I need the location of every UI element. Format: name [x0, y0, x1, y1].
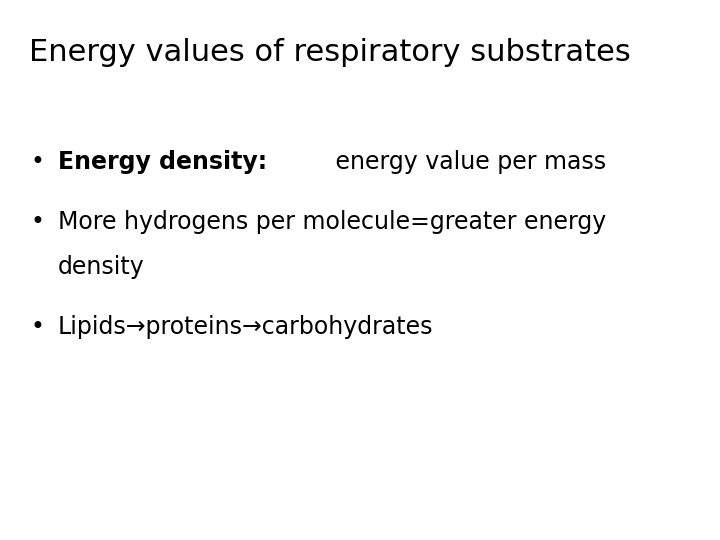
Text: density: density	[58, 255, 145, 279]
Text: Lipids→proteins→carbohydrates: Lipids→proteins→carbohydrates	[58, 315, 433, 339]
Text: More hydrogens per molecule=greater energy: More hydrogens per molecule=greater ener…	[58, 210, 606, 234]
Text: Energy density:: Energy density:	[58, 150, 267, 174]
Text: •: •	[30, 150, 44, 174]
Text: energy value per mass: energy value per mass	[328, 150, 606, 174]
Text: •: •	[30, 210, 44, 234]
Text: •: •	[30, 315, 44, 339]
Text: Energy values of respiratory substrates: Energy values of respiratory substrates	[29, 38, 631, 67]
